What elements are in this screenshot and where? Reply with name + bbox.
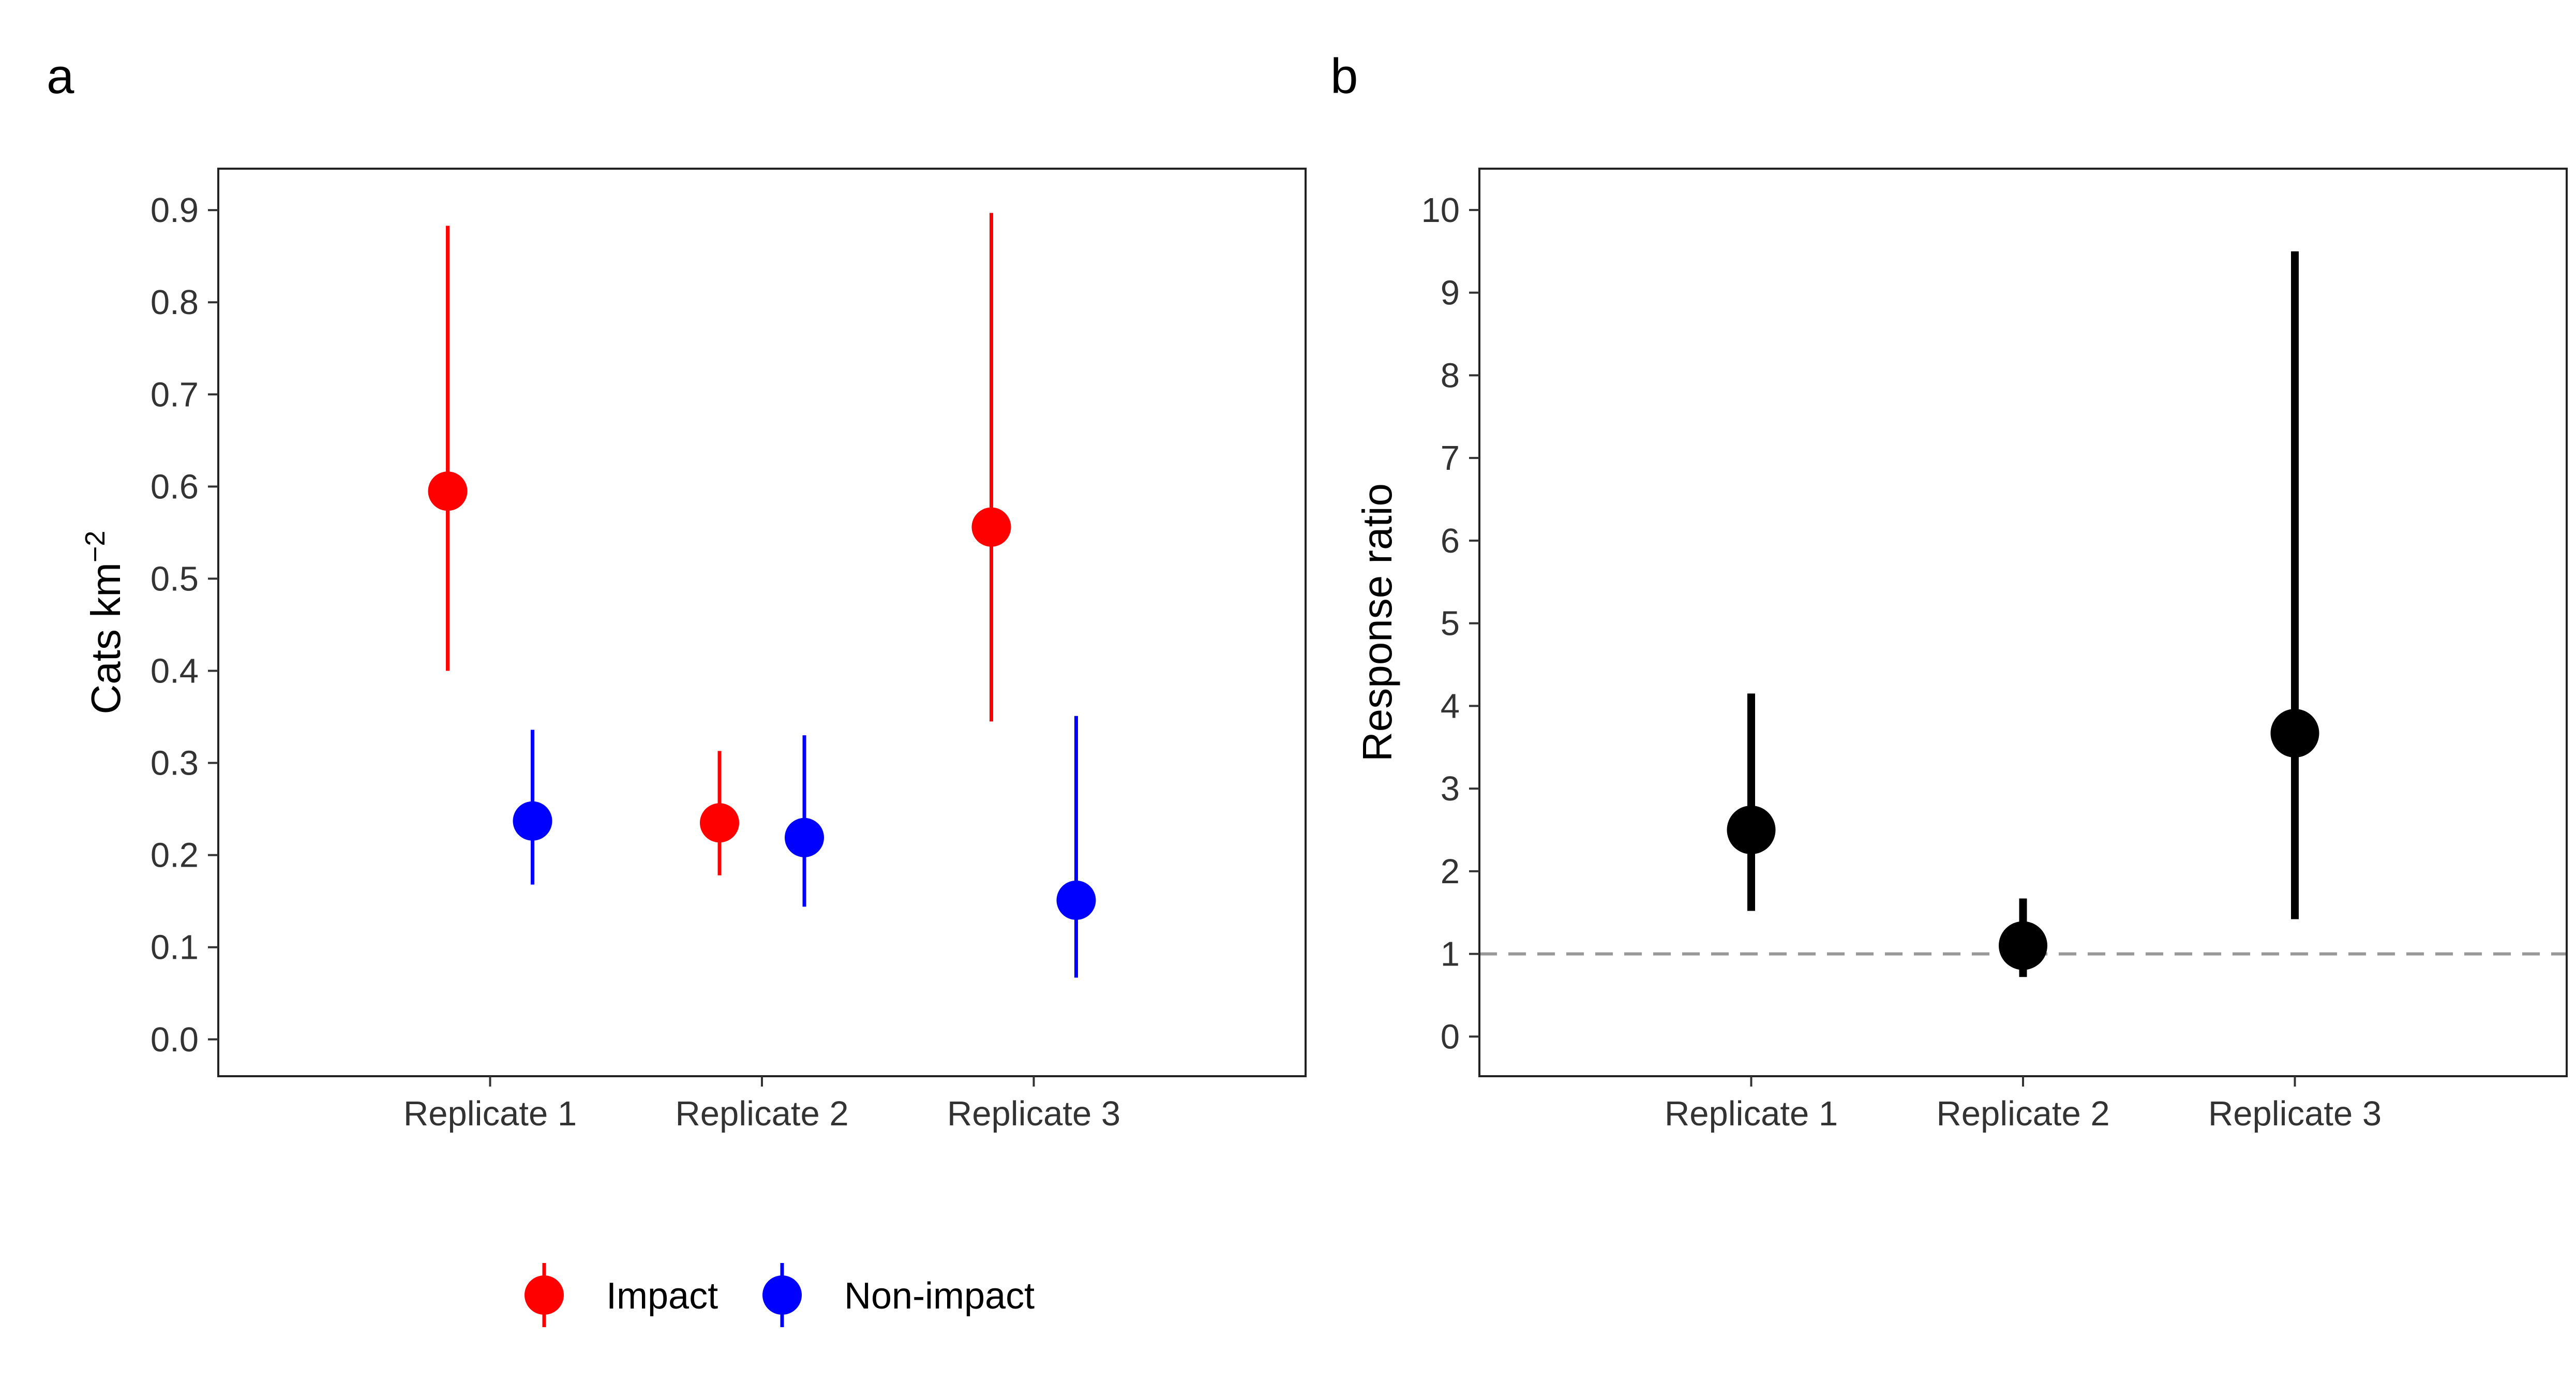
panel-b-y-tick-label: 9 — [1441, 274, 1460, 313]
panel-b-y-tick-label: 8 — [1441, 356, 1460, 395]
legend-key-point — [762, 1275, 802, 1315]
panel-b-y-axis-title: Response ratio — [1354, 483, 1400, 762]
panel-a-y-axis-title: Cats km−2 — [80, 531, 129, 715]
panel-b-y-tick-label: 5 — [1441, 604, 1460, 643]
panel-b-y-tick-label: 2 — [1441, 852, 1460, 891]
panel-b-point — [1999, 921, 2047, 970]
panel-a-point — [700, 803, 739, 843]
panel-a-marks — [428, 213, 1096, 978]
panel-a-x-tick-label: Replicate 3 — [947, 1094, 1120, 1133]
panel-b-y-tick-label: 10 — [1421, 191, 1460, 230]
legend-label: Non-impact — [844, 1275, 1035, 1317]
panel-b-y-tick-label: 6 — [1441, 522, 1460, 560]
panel-a: a 0.0 0.1 0.2 0.3 0.4 0.5 0.6 0.7 0.8 0.9 Replicat… — [47, 49, 1307, 1133]
panel-b-x-tick-label: Replicate 2 — [1936, 1094, 2109, 1133]
panel-a-y-tick-label: 0.5 — [151, 559, 199, 598]
legend-item: Non-impact — [762, 1263, 1035, 1327]
legend-key-point — [525, 1275, 564, 1315]
panel-a-y-tick-label: 0.2 — [151, 836, 199, 875]
panel-a-y-tick-label: 0.1 — [151, 928, 199, 967]
panel-b-x-tick-label: Replicate 3 — [2208, 1094, 2382, 1133]
panel-a-point — [428, 471, 468, 511]
panel-a-point — [785, 818, 824, 857]
panel-b-y-tick-label: 1 — [1441, 935, 1460, 974]
panel-a-point — [1056, 880, 1096, 920]
panel-a-point — [971, 507, 1011, 547]
panel-a-y-axis-title-superscript: −2 — [80, 531, 111, 563]
panel-b-point — [1727, 805, 1776, 854]
panel-a-y-tick-label: 0.8 — [151, 283, 199, 322]
panel-a-point — [513, 801, 552, 841]
panel-a-y-tick-label: 0.0 — [151, 1020, 199, 1059]
panel-a-y-tick-label: 0.7 — [151, 375, 199, 414]
panel-b-y-tick-label: 4 — [1441, 687, 1460, 725]
panel-b-y-tick-label: 0 — [1441, 1017, 1460, 1056]
panel-a-y-tick-label: 0.3 — [151, 744, 199, 783]
panel-b: b 0 1 2 3 4 5 6 7 8 9 10 Replicate 1 Replicate 2 Repl… — [1330, 49, 2568, 1133]
panel-b-y-tick-label: 7 — [1441, 439, 1460, 478]
legend-label: Impact — [606, 1275, 718, 1317]
panel-a-frame — [217, 168, 1307, 1077]
panel-a-tag: a — [47, 49, 74, 104]
panel-b-marks — [1479, 251, 2567, 977]
panel-b-y-tick-label: 3 — [1441, 769, 1460, 808]
panel-a-axes: 0.0 0.1 0.2 0.3 0.4 0.5 0.6 0.7 0.8 0.9 Replicate … — [151, 191, 1120, 1133]
panel-b-axes: 0 1 2 3 4 5 6 7 8 9 10 Replicate 1 Replicate 2 Replic… — [1421, 191, 2382, 1133]
panel-b-point — [2270, 709, 2319, 758]
panel-a-x-tick-label: Replicate 1 — [403, 1094, 577, 1133]
panel-a-y-tick-label: 0.6 — [151, 467, 199, 506]
panel-b-tag: b — [1330, 49, 1358, 104]
legend: Impact Non-impact — [525, 1263, 1035, 1327]
panel-a-y-tick-label: 0.9 — [151, 191, 199, 230]
panel-a-x-tick-label: Replicate 2 — [675, 1094, 848, 1133]
legend-item: Impact — [525, 1263, 718, 1327]
panel-a-y-tick-label: 0.4 — [151, 651, 199, 690]
panel-b-x-tick-label: Replicate 1 — [1665, 1094, 1838, 1133]
